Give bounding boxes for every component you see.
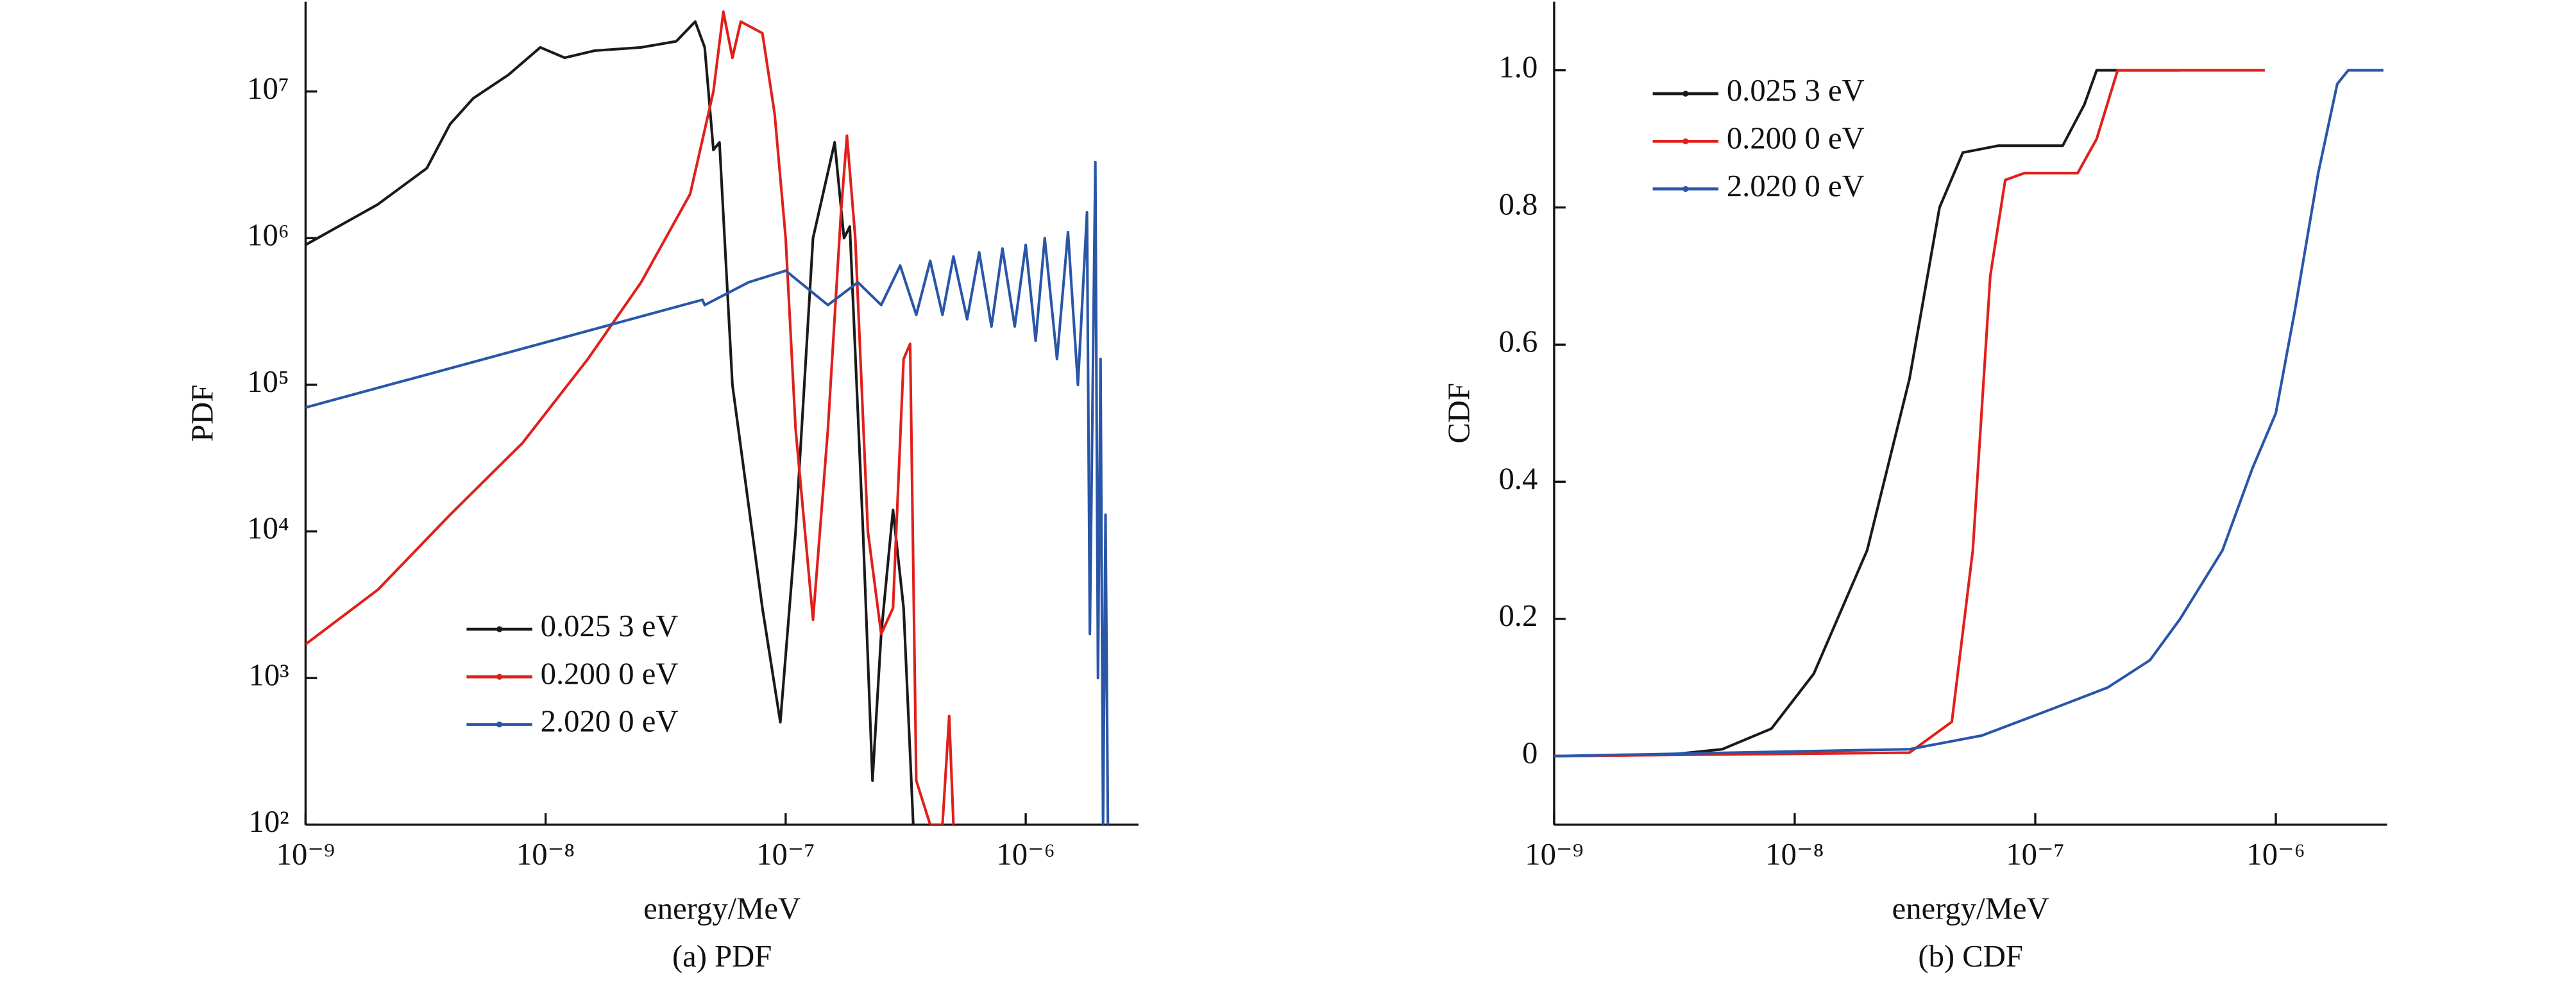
series-line <box>305 20 915 825</box>
series-line <box>305 10 955 825</box>
x-axis-label: energy/MeV <box>1892 892 2049 926</box>
legend-label: 0.200 0 eV <box>1727 121 1865 156</box>
legend-label: 2.020 0 eV <box>541 704 679 739</box>
x-tick-label: 10⁻⁷ <box>2006 837 2064 872</box>
series-line <box>1554 69 2180 757</box>
legend-marker <box>1682 186 1689 192</box>
y-tick-label: 10⁴ <box>247 511 289 546</box>
chart: 10⁻⁹ 10⁻⁸ 10⁻⁷ 10⁻⁶ 10² 10³ 10⁴ 10⁵ 10⁶ 10⁷ energy… <box>185 1 1139 974</box>
y-tick-label: 0.2 <box>1498 598 1538 633</box>
y-tick-label: 10⁷ <box>247 71 289 106</box>
x-tick-label: 10⁻⁷ <box>756 837 815 872</box>
x-tick-label: 10⁻⁹ <box>276 837 335 872</box>
series-line <box>1554 69 2265 757</box>
legend-label: 0.025 3 eV <box>1727 73 1865 108</box>
legend-marker <box>496 626 503 632</box>
x-tick-label: 10⁻⁶ <box>2246 837 2305 872</box>
y-tick-label: 10³ <box>249 657 289 692</box>
y-tick-label: 10⁶ <box>247 218 289 253</box>
y-tick-label: 0.6 <box>1498 324 1538 359</box>
legend-marker <box>1682 90 1689 97</box>
y-tick-label: 0 <box>1522 736 1538 770</box>
x-tick-label: 10⁻⁶ <box>996 837 1055 872</box>
y-tick-label: 0.8 <box>1498 187 1538 222</box>
x-tick-label: 10⁻⁸ <box>1765 837 1824 872</box>
legend-marker <box>1682 138 1689 144</box>
series-line <box>1554 69 2384 757</box>
chart: 10⁻⁹ 10⁻⁸ 10⁻⁷ 10⁻⁶ 0 0.2 0.4 0.6 0.8 1.0 energy/M… <box>1442 1 2387 974</box>
y-tick-label: 10⁵ <box>247 364 289 399</box>
legend-label: 0.200 0 eV <box>541 656 679 691</box>
legend-label: 2.020 0 eV <box>1727 169 1865 203</box>
x-tick-label: 10⁻⁹ <box>1525 837 1583 872</box>
caption: (b) CDF <box>1918 939 2023 974</box>
legend-marker <box>496 721 503 728</box>
legend-marker <box>496 673 503 680</box>
y-axis-label: PDF <box>185 385 219 442</box>
series-line <box>305 160 1110 825</box>
caption: (a) PDF <box>672 939 772 974</box>
x-tick-label: 10⁻⁸ <box>516 837 575 872</box>
legend-label: 0.025 3 eV <box>541 609 679 643</box>
x-axis-label: energy/MeV <box>643 892 801 926</box>
y-tick-label: 10² <box>249 804 289 839</box>
y-tick-label: 0.4 <box>1498 461 1538 496</box>
y-axis-label: CDF <box>1442 383 1477 444</box>
y-tick-label: 1.0 <box>1498 50 1538 85</box>
